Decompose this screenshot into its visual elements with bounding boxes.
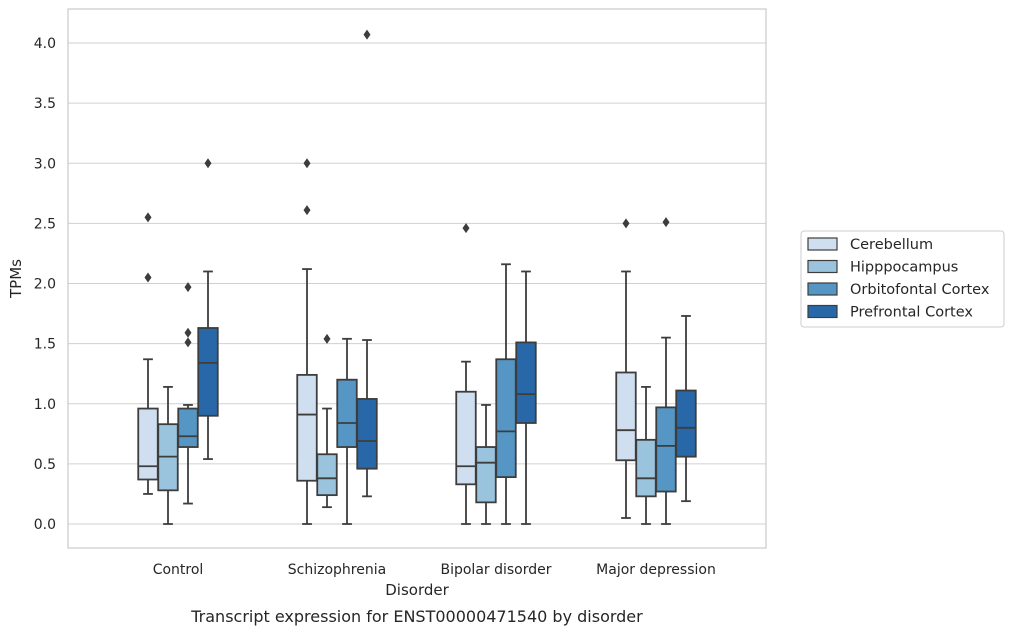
box-orbitofontal-cortex-2 bbox=[495, 263, 517, 525]
legend-swatch bbox=[807, 282, 838, 296]
box-prefrontal-cortex-3 bbox=[675, 315, 697, 503]
x-tick-label: Bipolar disorder bbox=[440, 562, 551, 578]
box-cerebellum-0 bbox=[137, 212, 159, 495]
y-tick-label: 0.5 bbox=[34, 457, 56, 473]
iqr-box bbox=[197, 327, 219, 417]
x-tick-label: Control bbox=[153, 562, 204, 578]
y-tick-label: 3.0 bbox=[34, 156, 56, 172]
outlier-point bbox=[303, 205, 311, 216]
legend-frame bbox=[800, 230, 1005, 328]
iqr-box bbox=[177, 407, 199, 448]
chart-caption: Transcript expression for ENST0000047154… bbox=[190, 607, 643, 626]
outlier-point bbox=[363, 29, 371, 40]
box-cerebellum-3 bbox=[615, 218, 637, 519]
iqr-box bbox=[635, 438, 657, 498]
box-orbitofontal-cortex-3 bbox=[655, 217, 677, 525]
legend-swatch bbox=[807, 237, 838, 251]
iqr-box bbox=[336, 378, 358, 448]
outlier-point bbox=[184, 282, 192, 293]
x-tick-label: Major depression bbox=[596, 562, 716, 578]
outlier-point bbox=[323, 333, 331, 344]
y-tick-label: 1.0 bbox=[34, 397, 56, 413]
iqr-box bbox=[475, 446, 497, 504]
box-hipppocampus-3 bbox=[635, 386, 657, 525]
y-tick-labels: 0.0 0.5 1.0 1.5 2.0 2.5 3.0 3.5 4.0 bbox=[34, 36, 56, 533]
box-hipppocampus-1 bbox=[316, 333, 338, 509]
y-tick-label: 2.5 bbox=[34, 216, 56, 232]
box-orbitofontal-cortex-1 bbox=[336, 337, 358, 525]
iqr-box bbox=[137, 407, 159, 481]
box-prefrontal-cortex-2 bbox=[515, 270, 537, 525]
outlier-point bbox=[144, 272, 152, 283]
iqr-box bbox=[615, 371, 637, 462]
plot-frame bbox=[67, 8, 767, 549]
y-tick-label: 2.0 bbox=[34, 277, 56, 293]
outlier-point bbox=[144, 212, 152, 223]
legend-swatch bbox=[807, 259, 838, 274]
box-prefrontal-cortex-0 bbox=[197, 158, 219, 460]
box-hipppocampus-0 bbox=[157, 386, 179, 525]
y-tick-label: 1.5 bbox=[34, 337, 56, 353]
outlier-point bbox=[622, 218, 630, 229]
iqr-box bbox=[655, 406, 677, 493]
box-cerebellum-1 bbox=[296, 158, 318, 525]
iqr-box bbox=[515, 341, 537, 424]
iqr-box bbox=[495, 358, 517, 479]
x-axis-label: Disorder bbox=[385, 581, 449, 599]
box-cerebellum-2 bbox=[455, 223, 477, 525]
iqr-box bbox=[356, 398, 378, 470]
iqr-box bbox=[316, 453, 338, 497]
legend-label: Hipppocampus bbox=[850, 260, 958, 276]
x-tick-label: Schizophrenia bbox=[288, 562, 386, 578]
legend-label: Cerebellum bbox=[850, 237, 933, 253]
y-tick-label: 3.5 bbox=[34, 96, 56, 112]
legend-label: Prefrontal Cortex bbox=[850, 305, 973, 321]
y-axis-label: TPMs bbox=[7, 259, 25, 299]
outlier-point bbox=[662, 217, 670, 228]
legend-label: Orbitofontal Cortex bbox=[850, 282, 990, 298]
box-hipppocampus-2 bbox=[475, 404, 497, 525]
iqr-box bbox=[675, 389, 697, 458]
y-tick-label: 0.0 bbox=[34, 517, 56, 533]
outlier-point bbox=[462, 223, 470, 234]
boxes bbox=[137, 29, 697, 525]
outlier-point bbox=[303, 158, 311, 169]
outlier-point bbox=[184, 327, 192, 338]
legend: Cerebellum Hipppocampus Orbitofontal Corte… bbox=[800, 230, 1005, 328]
legend-swatch bbox=[807, 304, 838, 319]
outlier-point bbox=[204, 158, 212, 169]
x-tick-labels: Control Schizophrenia Bipolar disorder Majo… bbox=[153, 562, 716, 578]
box-prefrontal-cortex-1 bbox=[356, 29, 378, 498]
box-orbitofontal-cortex-0 bbox=[177, 282, 199, 505]
iqr-box bbox=[455, 390, 477, 486]
iqr-box bbox=[296, 373, 318, 482]
y-tick-label: 4.0 bbox=[34, 36, 56, 52]
gridlines bbox=[68, 42, 766, 525]
outlier-point bbox=[184, 337, 192, 348]
